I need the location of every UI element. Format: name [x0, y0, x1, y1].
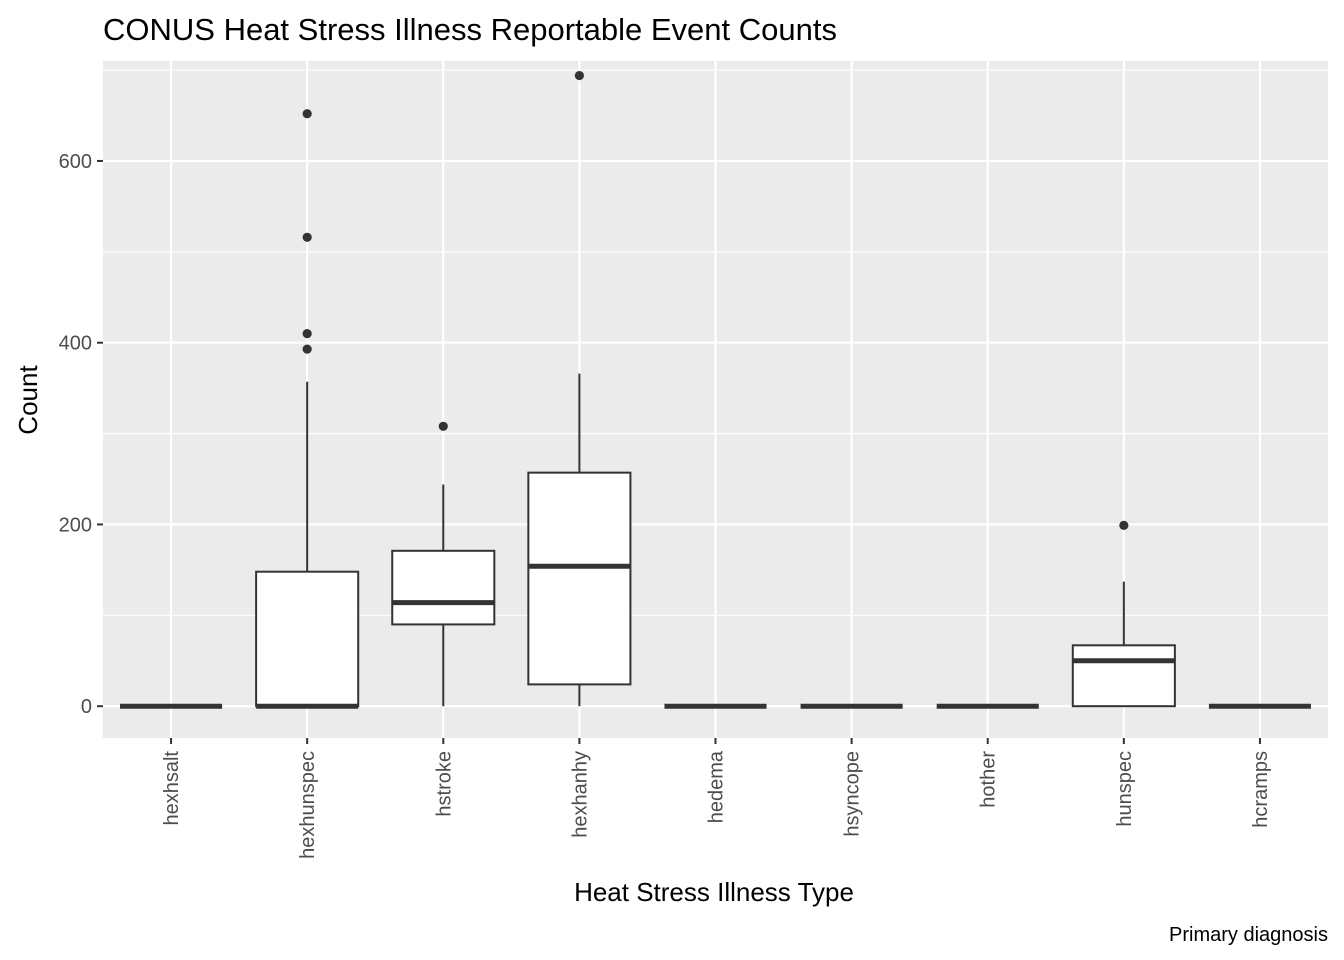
y-tick-label: 0 — [81, 696, 92, 718]
outlier-point — [438, 421, 448, 431]
x-tick-label: hexhsalt — [161, 751, 183, 826]
box-hunspec — [1071, 520, 1176, 708]
y-axis-title: Count — [13, 365, 43, 435]
y-tick-label: 200 — [59, 514, 92, 536]
box-hexhanhy — [527, 70, 632, 707]
outlier-point — [1119, 520, 1129, 530]
x-tick-label: hcramps — [1250, 751, 1272, 828]
box-iqr — [391, 549, 496, 626]
outlier-point — [302, 329, 312, 339]
y-tick-label: 600 — [59, 151, 92, 173]
chart-title: CONUS Heat Stress Illness Reportable Eve… — [103, 12, 837, 47]
chart-caption: Primary diagnosis — [1169, 924, 1328, 946]
x-tick-label: hunspec — [1114, 751, 1136, 827]
x-tick-label: hstroke — [433, 751, 455, 817]
outlier-point — [302, 109, 312, 119]
box-iqr — [527, 471, 632, 686]
x-tick-label: hexhanhy — [569, 751, 591, 838]
outlier-point — [302, 344, 312, 354]
outlier-point — [302, 232, 312, 242]
box-series — [120, 70, 1311, 709]
x-tick-label: hedema — [706, 750, 728, 823]
box-hstroke — [391, 421, 496, 707]
y-tick-label: 400 — [59, 333, 92, 355]
x-tick-label: hexhunspec — [297, 751, 319, 859]
y-axis: 0 200 400 600 — [59, 151, 103, 718]
x-tick-label: hother — [978, 751, 1000, 808]
x-axis: hexhsalt hexhunspec hstroke hexhanhy hedema h… — [161, 738, 1272, 859]
outlier-point — [574, 70, 584, 81]
box-hexhunspec — [255, 109, 360, 709]
box-iqr — [1071, 644, 1176, 708]
x-tick-label: hsyncope — [842, 751, 864, 837]
x-axis-title: Heat Stress Illness Type — [574, 877, 854, 907]
box-iqr — [255, 570, 360, 708]
